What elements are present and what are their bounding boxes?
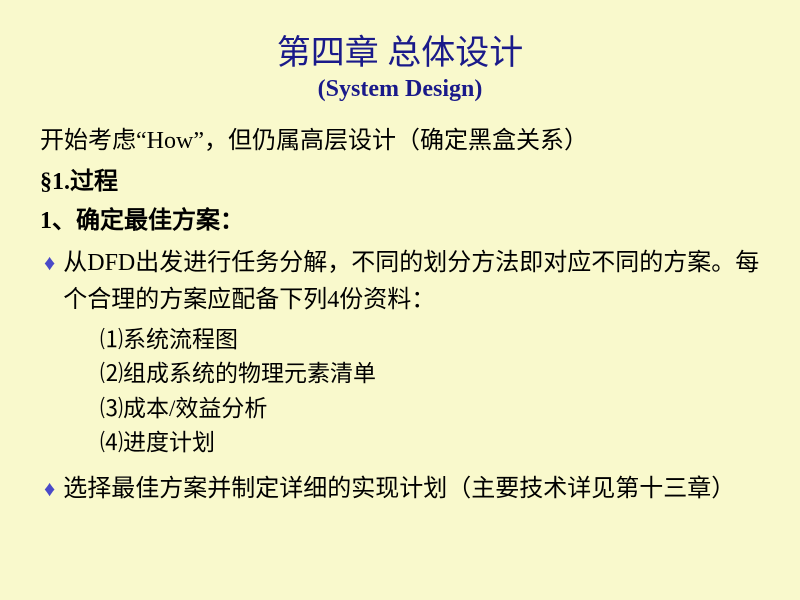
bullet-text: 从DFD出发进行任务分解，不同的划分方法即对应不同的方案。每个合理的方案应配备下… [63, 245, 760, 319]
list-item: ⑷进度计划 [100, 426, 760, 461]
intro-text: 开始考虑“How”，但仍属高层设计（确定黑盒关系） [40, 123, 760, 160]
section-heading: §1.过程 [40, 164, 760, 201]
diamond-bullet-icon: ♦ [44, 471, 55, 506]
title-block: 第四章 总体设计 (System Design) [40, 25, 760, 103]
list-item: ⑵组成系统的物理元素清单 [100, 357, 760, 392]
list-item: ⑶成本/效益分析 [100, 392, 760, 427]
list-item: ⑴系统流程图 [100, 323, 760, 358]
numbered-list: ⑴系统流程图 ⑵组成系统的物理元素清单 ⑶成本/效益分析 ⑷进度计划 [100, 323, 760, 461]
bullet-item: ♦ 从DFD出发进行任务分解，不同的划分方法即对应不同的方案。每个合理的方案应配… [40, 245, 760, 319]
diamond-bullet-icon: ♦ [44, 245, 55, 280]
bullet-item: ♦ 选择最佳方案并制定详细的实现计划（主要技术详见第十三章） [40, 471, 760, 508]
sub-heading: 1、确定最佳方案： [40, 203, 760, 240]
slide-content: 开始考虑“How”，但仍属高层设计（确定黑盒关系） §1.过程 1、确定最佳方案… [40, 123, 760, 508]
main-title: 第四章 总体设计 [40, 25, 760, 74]
spacer [40, 461, 760, 471]
sub-title: (System Design) [40, 76, 760, 103]
bullet-text: 选择最佳方案并制定详细的实现计划（主要技术详见第十三章） [63, 471, 760, 508]
